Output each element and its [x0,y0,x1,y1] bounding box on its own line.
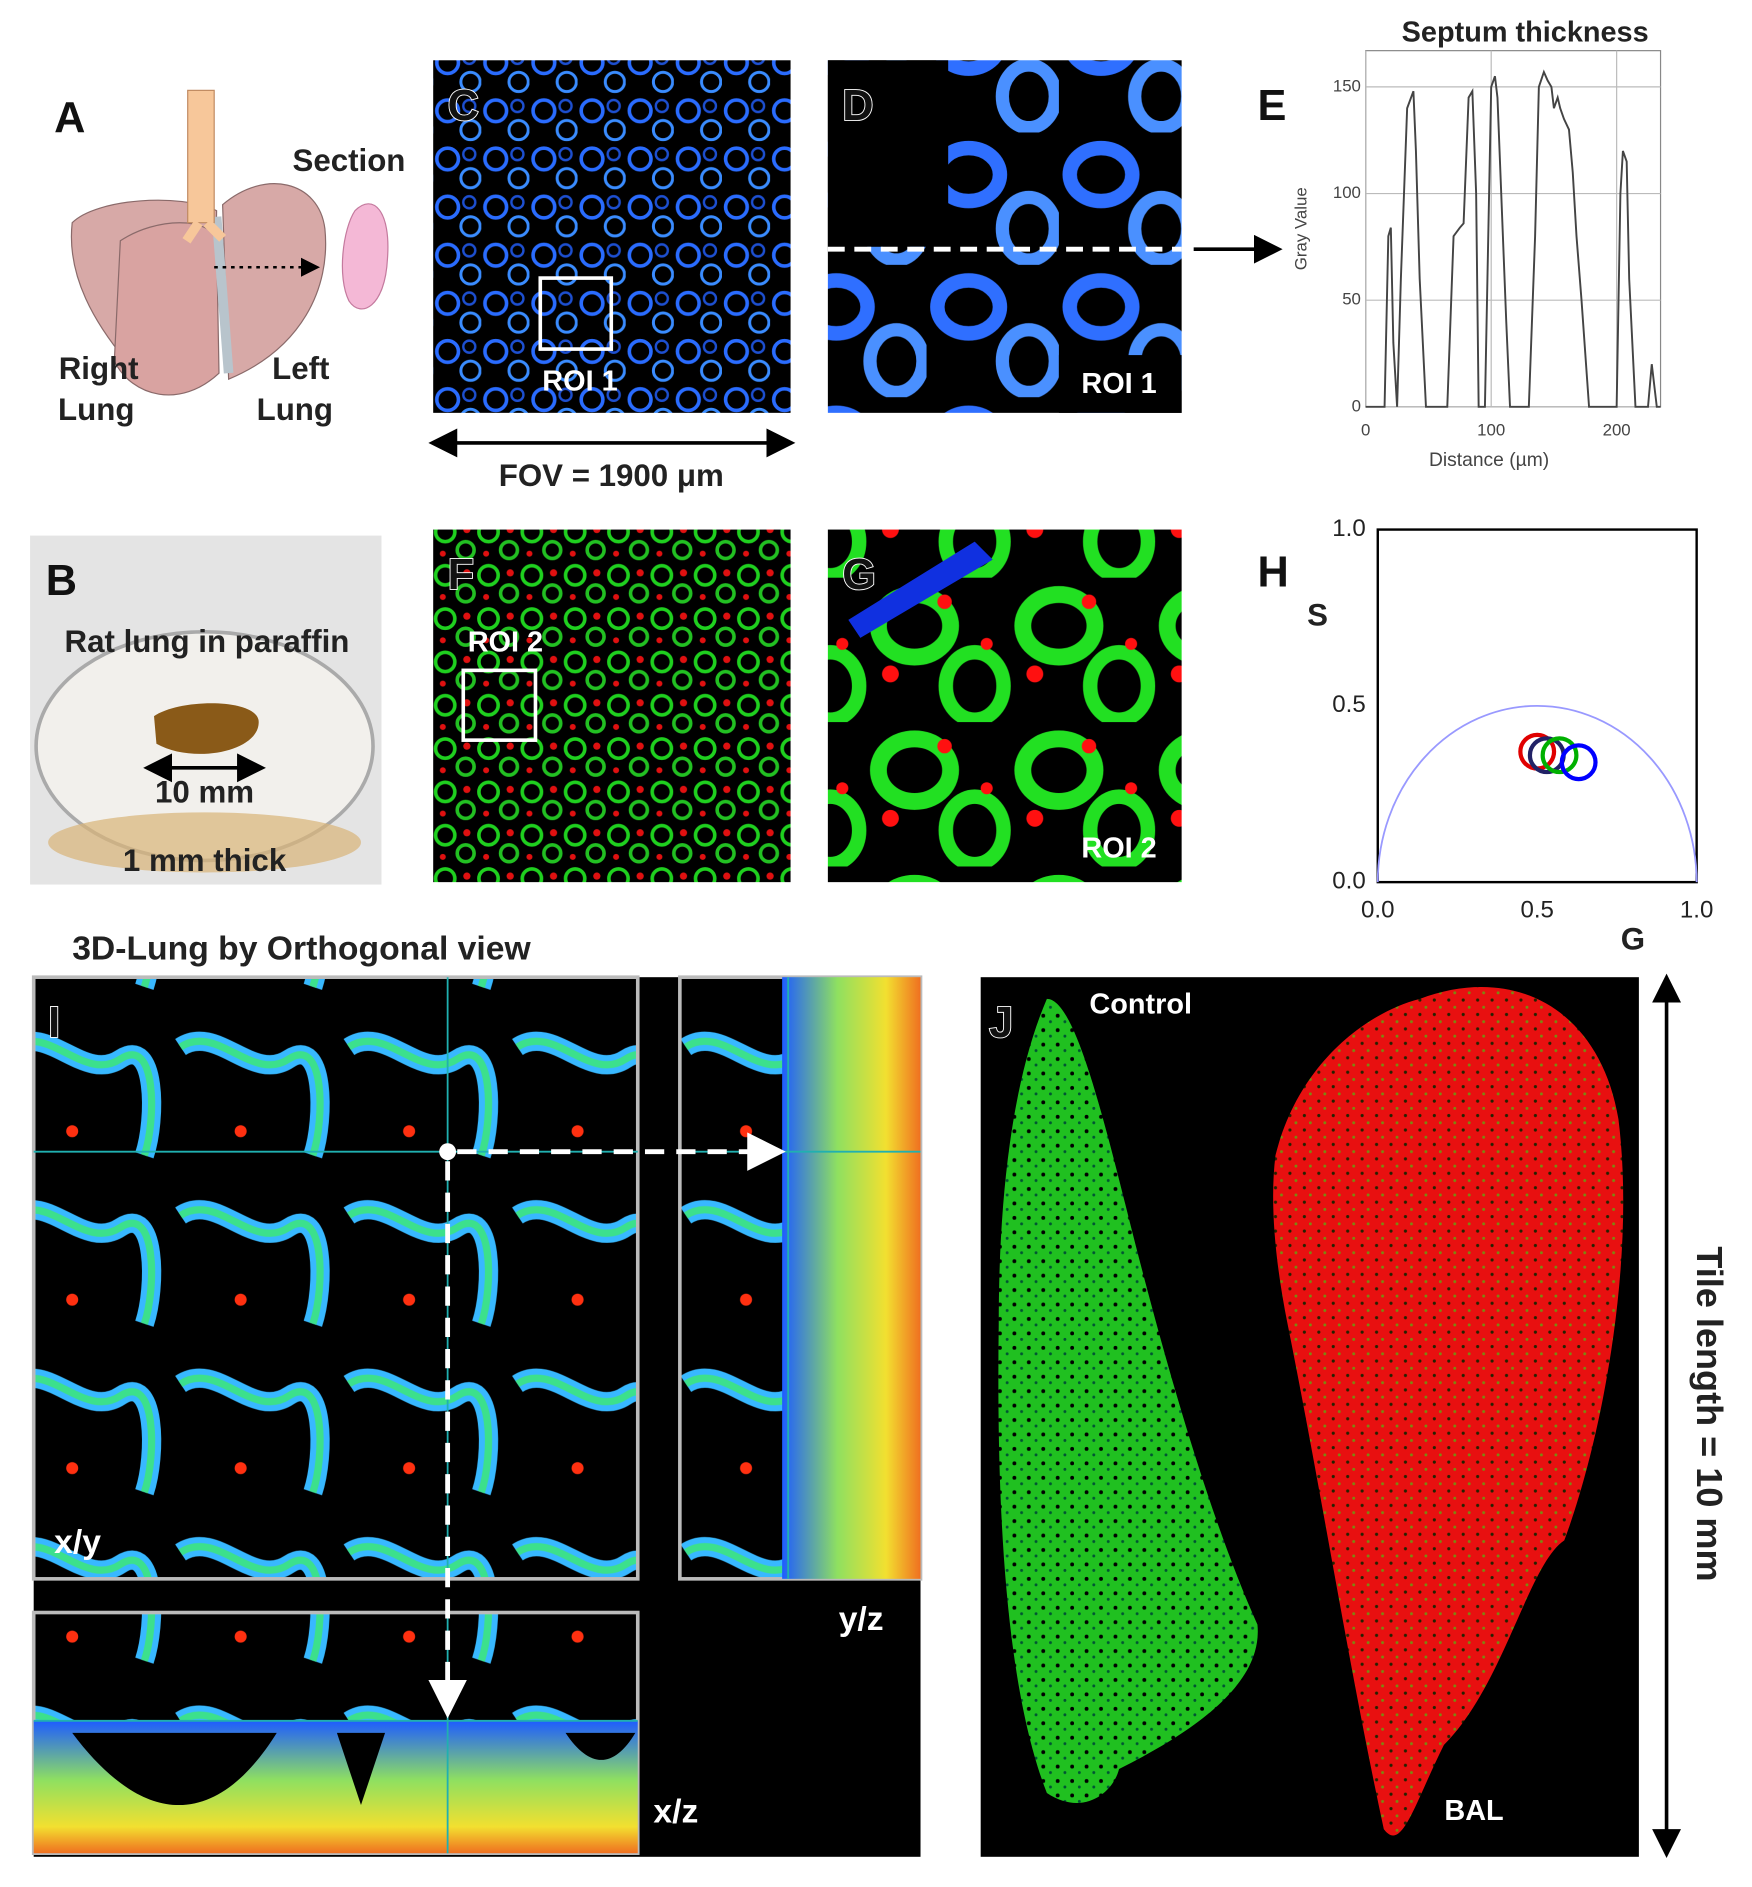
dish-photo [30,535,382,885]
panel-label: H [1257,549,1288,597]
roi-label: ROI 1 [542,365,617,397]
data-line [1365,69,1661,408]
y-tick-label: 0.0 [1332,867,1365,894]
label: FOV = 1900 μm [499,458,724,493]
lung-diagram [70,89,389,396]
universal-circle [1376,705,1698,883]
panel-label: B [46,557,77,605]
label: Section [292,143,405,178]
image-f [433,529,791,883]
x-tick-label: 100 [1477,420,1505,439]
x-tick-label: 0.0 [1361,896,1394,923]
image-d-void [827,60,949,247]
crosshair [33,977,921,1854]
xy-view [31,975,640,1581]
panel-label: I [48,999,60,1047]
label: 1 mm thick [123,843,287,878]
label: Lung [58,392,134,427]
label: 10 mm [155,775,254,810]
y-tick-label: 0.5 [1332,691,1365,718]
panel-label: F [448,551,474,599]
panel-label: C [448,82,479,130]
view-label: x/z [653,1793,698,1830]
y-tick-label: 1.0 [1332,515,1365,542]
y-tick-label: 0 [1352,396,1361,415]
label: Left [272,351,330,386]
x-tick-label: 1.0 [1680,896,1713,923]
view-label: x/y [54,1524,101,1561]
panel-label: G [842,551,876,599]
image-c [433,60,791,413]
y-tick-label: 100 [1333,183,1361,202]
label: Lung [257,392,333,427]
label: BAL [1444,1795,1503,1827]
section-title: 3D-Lung by Orthogonal view [72,931,531,968]
panel-label: E [1257,82,1286,130]
label: Rat lung in paraffin [65,624,350,659]
image-g [827,529,1182,883]
roi-label: ROI 1 [1081,368,1156,400]
y-tick-label: 150 [1333,76,1361,95]
roi-label: ROI 2 [1081,832,1156,864]
x-tick-label: 200 [1603,420,1631,439]
x-axis-label: G [1621,921,1645,956]
chart-title: Septum thickness [1402,16,1649,48]
roi-label: ROI 2 [468,627,543,659]
control-lung [998,998,1258,1803]
vessel [848,541,993,638]
roi-box [461,668,538,742]
roi-box [538,276,614,351]
label: Control [1089,989,1192,1021]
label: Right [59,351,139,386]
panel-label: A [54,94,85,142]
view-label: y/z [839,1601,884,1638]
y-axis-label: Gray Value [1291,187,1310,270]
bal-lung [1273,987,1624,1836]
x-axis-label: Distance (µm) [1429,450,1549,471]
label: Tile length = 10 mm [1689,1246,1730,1581]
panel-label: D [842,82,873,130]
x-tick-label: 0.5 [1520,896,1553,923]
y-tick-label: 50 [1342,290,1361,309]
crosshair-point [439,1143,457,1161]
xz-void [72,1732,636,1806]
panel-label: J [989,999,1013,1047]
yz-depth [782,977,921,1579]
phasor-point [1559,743,1598,782]
roi-tag [1058,355,1182,413]
phasor-point [1540,736,1579,775]
y-axis-label: S [1307,598,1328,633]
x-tick-label: 0 [1361,420,1370,439]
